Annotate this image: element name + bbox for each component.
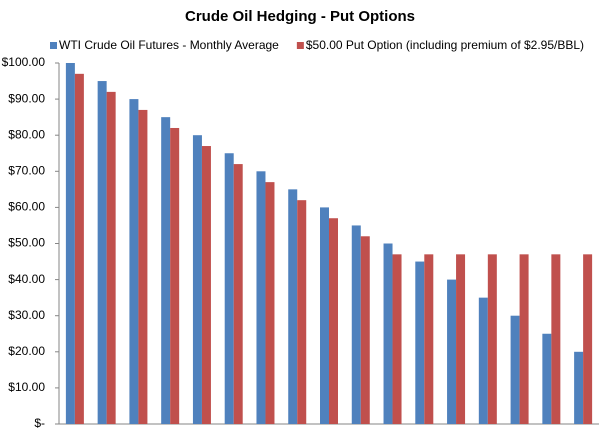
bar [551, 254, 561, 424]
bar [201, 146, 211, 424]
bar [510, 315, 520, 424]
bar [542, 333, 552, 424]
y-tick-label: $- [34, 416, 45, 430]
bar [233, 164, 243, 424]
y-tick-label: $10.00 [8, 380, 45, 394]
bar [288, 189, 298, 424]
bar [424, 254, 434, 424]
bar [106, 91, 116, 424]
bar [383, 243, 393, 424]
bar [138, 109, 148, 425]
bar [320, 207, 329, 424]
chart-title: Crude Oil Hedging - Put Options [185, 8, 415, 25]
bar [574, 351, 584, 424]
bar [297, 200, 307, 424]
y-tick-label: $50.00 [8, 236, 45, 250]
y-tick-label: $40.00 [8, 272, 45, 286]
bar [447, 279, 457, 424]
bar [392, 254, 402, 424]
bar [97, 81, 107, 425]
bar [192, 135, 202, 424]
bar [170, 127, 180, 424]
bar [161, 117, 171, 425]
y-tick-label: $90.00 [8, 91, 45, 105]
legend-label: $50.00 Put Option (including premium of … [306, 38, 584, 52]
y-tick-label: $100.00 [2, 55, 46, 69]
bar [456, 254, 466, 424]
bar [360, 236, 370, 424]
legend-label: WTI Crude Oil Futures - Monthly Average [59, 38, 279, 52]
bar [415, 261, 425, 424]
bar [351, 225, 361, 424]
y-tick-label: $80.00 [8, 127, 45, 141]
bar [329, 218, 338, 424]
legend-swatch [50, 42, 57, 49]
bar [224, 153, 234, 424]
bar [129, 99, 139, 424]
legend-swatch [296, 42, 304, 49]
bar [519, 254, 529, 424]
bar [65, 63, 75, 424]
bar [256, 171, 266, 424]
y-tick-label: $30.00 [8, 308, 45, 322]
bar [478, 297, 488, 424]
y-tick-label: $60.00 [8, 200, 45, 214]
bar [265, 182, 275, 424]
y-tick-label: $20.00 [8, 344, 45, 358]
y-tick-label: $70.00 [8, 163, 45, 177]
bar [487, 254, 497, 424]
bar [583, 254, 593, 424]
bar [74, 73, 84, 424]
